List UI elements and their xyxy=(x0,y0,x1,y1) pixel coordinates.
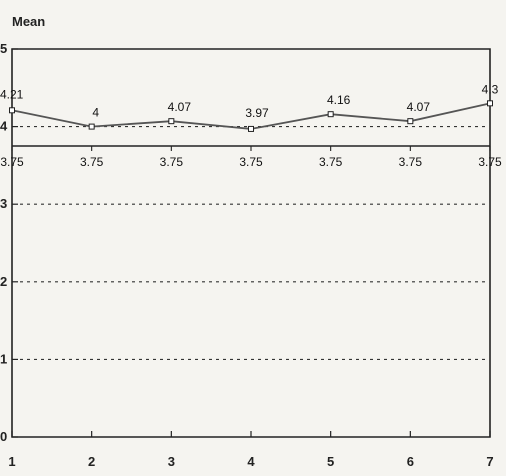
data-label-0: 4.21 xyxy=(0,87,24,101)
y-tick-label-2: 2 xyxy=(0,274,7,289)
reference-label-4: 3.75 xyxy=(319,155,343,169)
data-point-2 xyxy=(168,118,175,125)
reference-line-group: 3.75 3.75 3.75 3.75 3.75 3.75 3.75 xyxy=(0,145,502,169)
x-tick-label-3: 4 xyxy=(247,454,255,469)
reference-label-6: 3.75 xyxy=(478,155,502,169)
data-label-4: 4.16 xyxy=(327,93,351,107)
x-tick-label-4: 5 xyxy=(327,454,334,469)
data-label-5: 4.07 xyxy=(407,100,431,114)
series-group xyxy=(9,100,493,132)
reference-label-0: 3.75 xyxy=(0,155,24,169)
data-point-1 xyxy=(88,123,95,130)
data-label-1: 4 xyxy=(92,106,99,120)
y-tick-label-3: 3 xyxy=(0,196,7,211)
data-point-3 xyxy=(248,125,254,132)
reference-label-1: 3.75 xyxy=(80,155,104,169)
data-label-6: 4.3 xyxy=(482,82,499,96)
label-group: 4.21 4 4.07 3.97 4.16 4.07 4.3 xyxy=(0,82,499,120)
y-tick-label-4: 4 xyxy=(0,119,8,134)
data-point-0 xyxy=(9,107,15,114)
data-point-5 xyxy=(407,118,414,125)
reference-label-5: 3.75 xyxy=(399,155,423,169)
data-label-3: 3.97 xyxy=(245,106,269,120)
x-tick-label-1: 2 xyxy=(88,454,95,469)
y-tick-label-0: 0 xyxy=(0,429,7,444)
x-tick-label-6: 7 xyxy=(486,454,493,469)
data-label-2: 4.07 xyxy=(168,100,192,114)
data-point-6 xyxy=(487,100,493,107)
y-tick-label-1: 1 xyxy=(0,351,7,366)
x-tick-label-5: 6 xyxy=(407,454,414,469)
x-tick-label-0: 1 xyxy=(8,454,15,469)
y-axis-title: Mean xyxy=(12,14,45,29)
y-tick-label-5: 5 xyxy=(0,41,7,56)
reference-label-2: 3.75 xyxy=(160,155,184,169)
x-tick-label-2: 3 xyxy=(168,454,175,469)
data-point-4 xyxy=(327,111,334,118)
reference-label-3: 3.75 xyxy=(239,155,263,169)
